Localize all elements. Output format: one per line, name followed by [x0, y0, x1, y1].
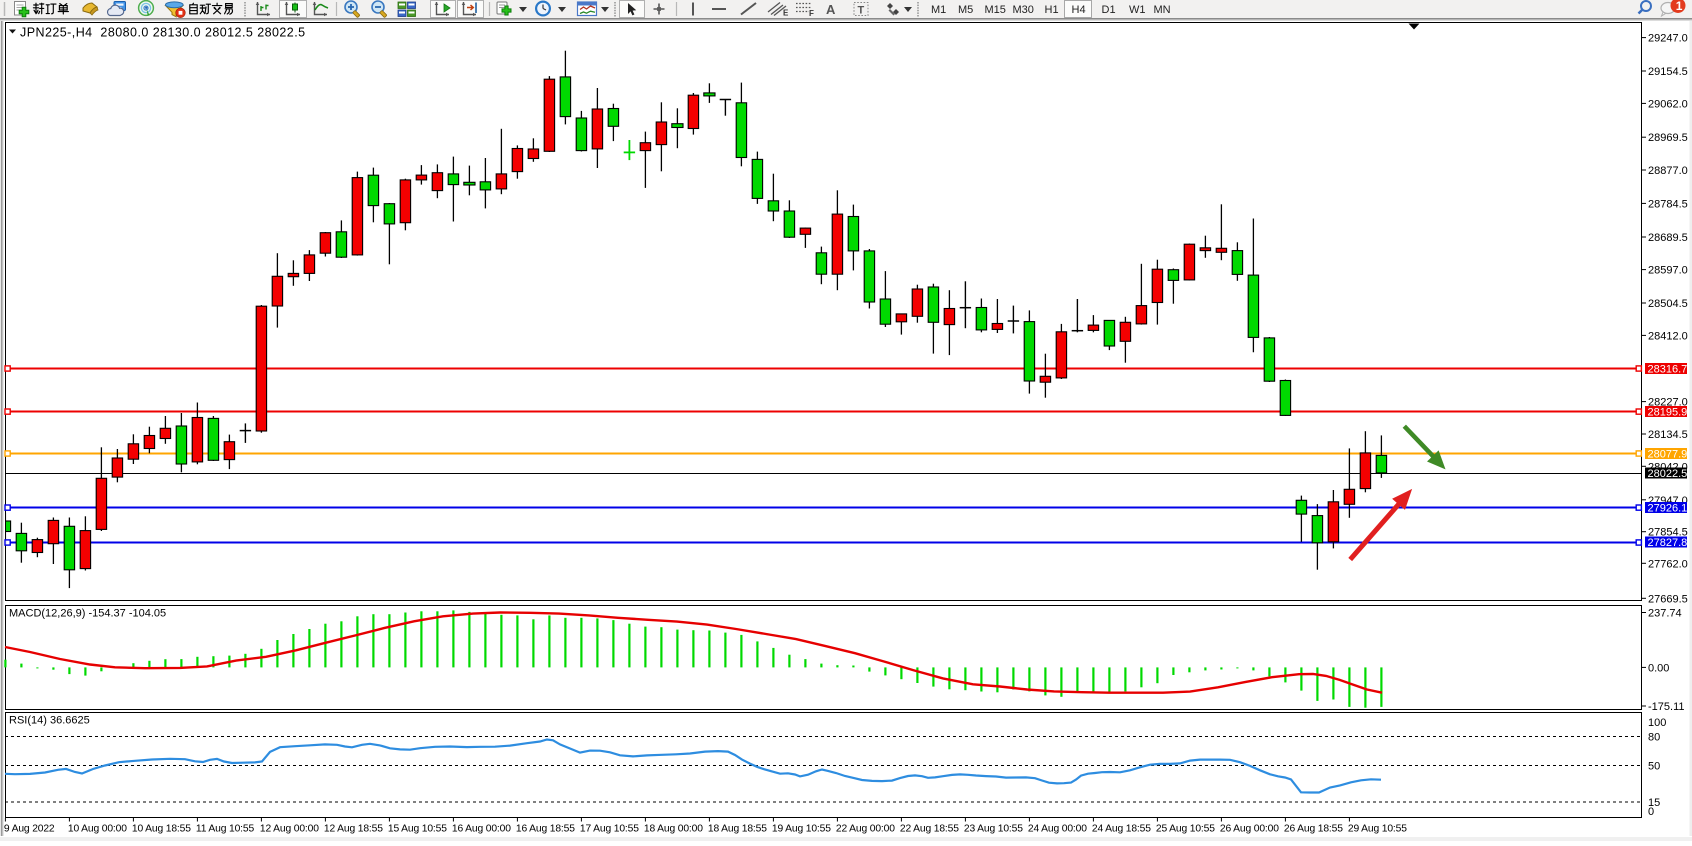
svg-text:9 Aug 2022: 9 Aug 2022: [4, 824, 55, 835]
svg-text:28077.9: 28077.9: [1648, 449, 1688, 461]
svg-text:M15: M15: [985, 4, 1006, 16]
svg-text:27926.1: 27926.1: [1648, 502, 1688, 514]
svg-text:18 Aug 18:55: 18 Aug 18:55: [708, 824, 767, 835]
svg-text:28969.5: 28969.5: [1648, 132, 1688, 144]
svg-text:0: 0: [1648, 806, 1654, 818]
svg-text:E: E: [783, 9, 789, 18]
svg-text:100: 100: [1648, 717, 1666, 729]
svg-text:RSI(14) 36.6625: RSI(14) 36.6625: [9, 715, 90, 727]
svg-text:29154.5: 29154.5: [1648, 66, 1688, 78]
svg-text:28877.0: 28877.0: [1648, 165, 1688, 177]
svg-text:17 Aug 10:55: 17 Aug 10:55: [580, 824, 639, 835]
svg-text:28134.5: 28134.5: [1648, 429, 1688, 441]
svg-text:D1: D1: [1102, 4, 1116, 16]
svg-text:28022.5: 28022.5: [1648, 468, 1688, 480]
svg-text:29247.0: 29247.0: [1648, 33, 1688, 45]
svg-text:27762.0: 27762.0: [1648, 558, 1688, 570]
svg-text:10 Aug 00:00: 10 Aug 00:00: [68, 824, 127, 835]
svg-text:24 Aug 18:55: 24 Aug 18:55: [1092, 824, 1151, 835]
svg-text:25 Aug 10:55: 25 Aug 10:55: [1156, 824, 1215, 835]
svg-text:237.74: 237.74: [1648, 608, 1682, 620]
svg-text:18 Aug 00:00: 18 Aug 00:00: [644, 824, 703, 835]
svg-text:H1: H1: [1045, 4, 1059, 16]
svg-text:M30: M30: [1013, 4, 1034, 16]
svg-text:A: A: [826, 2, 836, 17]
svg-text:MACD(12,26,9) -154.37 -104.05: MACD(12,26,9) -154.37 -104.05: [9, 608, 166, 620]
svg-text:22 Aug 18:55: 22 Aug 18:55: [900, 824, 959, 835]
svg-text:80: 80: [1648, 731, 1660, 743]
svg-text:28195.9: 28195.9: [1648, 407, 1688, 419]
svg-text:26 Aug 00:00: 26 Aug 00:00: [1220, 824, 1279, 835]
svg-text:10 Aug 18:55: 10 Aug 18:55: [132, 824, 191, 835]
svg-text:29062.0: 29062.0: [1648, 98, 1688, 110]
svg-text:28597.0: 28597.0: [1648, 265, 1688, 277]
svg-text:50: 50: [1648, 761, 1660, 773]
svg-text:27669.5: 27669.5: [1648, 593, 1688, 605]
svg-text:27827.8: 27827.8: [1648, 537, 1688, 549]
svg-text:19 Aug 10:55: 19 Aug 10:55: [772, 824, 831, 835]
svg-text:11 Aug 10:55: 11 Aug 10:55: [196, 824, 255, 835]
svg-text:28412.0: 28412.0: [1648, 330, 1688, 342]
svg-text:F: F: [809, 9, 814, 18]
svg-text:28689.5: 28689.5: [1648, 232, 1688, 244]
svg-text:12 Aug 18:55: 12 Aug 18:55: [324, 824, 383, 835]
svg-text:1: 1: [1676, 0, 1683, 13]
svg-text:29 Aug 10:55: 29 Aug 10:55: [1348, 824, 1407, 835]
svg-text:MN: MN: [1154, 4, 1171, 16]
svg-text:24 Aug 00:00: 24 Aug 00:00: [1028, 824, 1087, 835]
svg-text:28316.7: 28316.7: [1648, 364, 1688, 376]
svg-text:0.00: 0.00: [1648, 662, 1669, 674]
svg-text:-175.11: -175.11: [1648, 701, 1685, 713]
svg-text:15 Aug 10:55: 15 Aug 10:55: [388, 824, 447, 835]
svg-text:23 Aug 10:55: 23 Aug 10:55: [964, 824, 1023, 835]
svg-text:16 Aug 00:00: 16 Aug 00:00: [452, 824, 511, 835]
svg-text:JPN225-,H4 28080.0 28130.0 28: JPN225-,H4 28080.0 28130.0 28012.5 28022…: [20, 26, 306, 40]
svg-text:26 Aug 18:55: 26 Aug 18:55: [1284, 824, 1343, 835]
svg-text:W1: W1: [1129, 4, 1146, 16]
svg-text:28504.5: 28504.5: [1648, 298, 1688, 310]
svg-text:12 Aug 00:00: 12 Aug 00:00: [260, 824, 319, 835]
svg-text:M1: M1: [931, 4, 946, 16]
svg-text:16 Aug 18:55: 16 Aug 18:55: [516, 824, 575, 835]
svg-text:M5: M5: [958, 4, 973, 16]
svg-text:T: T: [858, 5, 865, 17]
svg-text:22 Aug 00:00: 22 Aug 00:00: [836, 824, 895, 835]
svg-text:28784.5: 28784.5: [1648, 198, 1688, 210]
svg-text:H4: H4: [1072, 4, 1086, 16]
